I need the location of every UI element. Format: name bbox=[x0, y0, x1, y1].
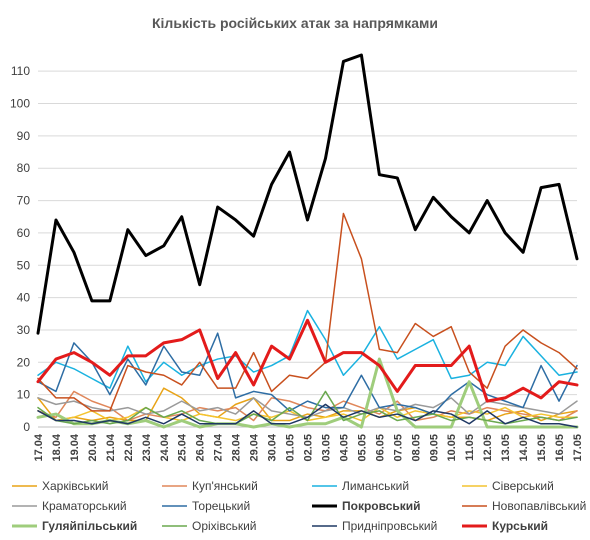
chart-title: Кількість російських атак за напрямками bbox=[152, 15, 438, 31]
x-tick-label: 27.04 bbox=[213, 433, 225, 461]
x-tick-label: 07.05 bbox=[392, 434, 404, 462]
legend-label: Гуляйпільський bbox=[42, 519, 137, 533]
x-tick-label: 15.05 bbox=[536, 434, 548, 462]
x-tick-label: 02.05 bbox=[303, 434, 315, 462]
series-line bbox=[36, 53, 579, 335]
x-tick-label: 01.05 bbox=[285, 434, 297, 462]
legend-label: Придніпровський bbox=[342, 519, 437, 533]
x-tick-label: 10.05 bbox=[446, 434, 458, 462]
x-tick-label: 06.05 bbox=[374, 434, 386, 462]
y-axis: 0 10 20 30 40 50 60 70 80 90 100 110 bbox=[10, 64, 30, 434]
series-line bbox=[36, 318, 579, 403]
y-tick-label: 110 bbox=[11, 64, 30, 78]
series-line bbox=[37, 212, 578, 412]
y-tick-label: 60 bbox=[17, 226, 31, 240]
x-tick-label: 03.05 bbox=[320, 434, 332, 462]
legend-label: Сіверський bbox=[492, 479, 554, 493]
legend-label: Лиманський bbox=[342, 479, 409, 493]
y-tick-label: 70 bbox=[17, 194, 31, 208]
x-tick-label: 22.04 bbox=[123, 433, 135, 461]
legend-label: Покровський bbox=[342, 499, 421, 513]
gridlines bbox=[38, 70, 577, 428]
x-tick-label: 17.05 bbox=[572, 434, 584, 462]
x-tick-label: 12.05 bbox=[482, 434, 494, 462]
series-line bbox=[37, 390, 578, 425]
series-line bbox=[37, 332, 578, 415]
x-tick-label: 18.04 bbox=[51, 433, 63, 461]
y-tick-label: 40 bbox=[17, 291, 31, 305]
y-tick-label: 100 bbox=[10, 97, 30, 111]
x-tick-label: 25.04 bbox=[177, 433, 189, 461]
y-tick-label: 80 bbox=[17, 161, 31, 175]
y-tick-label: 0 bbox=[23, 420, 30, 434]
x-tick-label: 16.05 bbox=[554, 434, 566, 462]
y-tick-label: 20 bbox=[17, 355, 31, 369]
legend-label: Оріхівський bbox=[192, 519, 257, 533]
x-tick-label: 29.04 bbox=[249, 433, 261, 461]
legend-label: Харківський bbox=[42, 479, 108, 493]
x-tick-label: 09.05 bbox=[428, 434, 440, 462]
x-tick-label: 05.05 bbox=[356, 434, 368, 462]
x-tick-label: 04.05 bbox=[338, 434, 350, 462]
series-line bbox=[37, 387, 578, 422]
x-tick-label: 13.05 bbox=[500, 434, 512, 462]
x-tick-label: 08.05 bbox=[410, 434, 422, 462]
legend-label: Торецький bbox=[192, 499, 250, 513]
x-tick-label: 21.04 bbox=[105, 433, 117, 461]
y-tick-label: 30 bbox=[17, 323, 31, 337]
series-line bbox=[37, 403, 578, 428]
legend-label: Курський bbox=[492, 519, 548, 533]
x-tick-label: 20.04 bbox=[87, 433, 99, 461]
legend-label: Краматорський bbox=[42, 499, 127, 513]
x-tick-label: 17.04 bbox=[33, 433, 45, 461]
series-lines bbox=[36, 53, 579, 429]
legend-label: Куп'янський bbox=[192, 479, 258, 493]
x-tick-label: 23.04 bbox=[141, 433, 153, 461]
x-tick-label: 30.04 bbox=[267, 433, 279, 461]
series-line bbox=[37, 309, 578, 389]
y-tick-label: 50 bbox=[17, 258, 31, 272]
y-tick-label: 10 bbox=[17, 388, 31, 402]
x-tick-label: 11.05 bbox=[464, 434, 476, 461]
legend-label: Новопавлівський bbox=[492, 499, 586, 513]
x-tick-label: 14.05 bbox=[518, 434, 530, 462]
y-tick-label: 90 bbox=[17, 129, 31, 143]
x-tick-label: 26.04 bbox=[195, 433, 207, 461]
legend: Харківський Куп'янський Лиманський Сіверськ… bbox=[12, 479, 586, 533]
x-tick-label: 19.04 bbox=[69, 433, 81, 461]
x-tick-label: 24.04 bbox=[159, 433, 171, 461]
series-line bbox=[37, 390, 578, 422]
x-axis: 17.04 18.04 19.04 20.04 21.04 22.04 23.04 24.04… bbox=[33, 433, 584, 461]
x-tick-label: 28.04 bbox=[231, 433, 243, 461]
